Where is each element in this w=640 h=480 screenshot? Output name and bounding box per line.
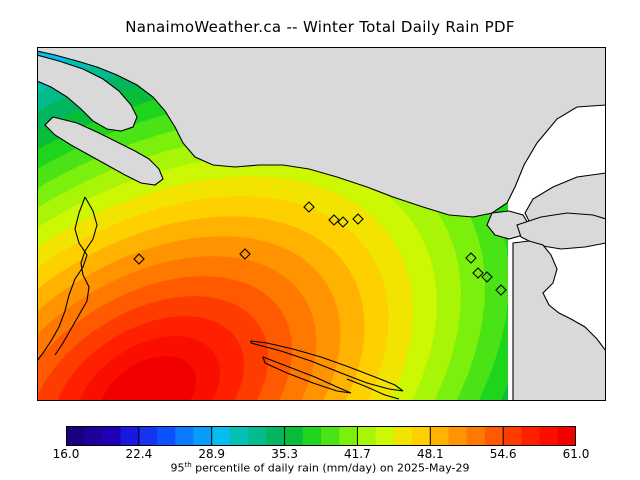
diamond-marker[interactable]: [481, 271, 493, 283]
colorbar-tick-label: 22.4: [125, 447, 153, 461]
land-south-peninsula: [512, 240, 606, 401]
colorbar-band: [84, 426, 104, 446]
colorbar-band: [357, 426, 377, 446]
colorbar-band: [484, 426, 504, 446]
colorbar-band: [229, 426, 249, 446]
coastline-detail-layer: [37, 196, 404, 400]
colorbar-band: [211, 426, 231, 446]
colorbar-band: [521, 426, 541, 446]
colorbar-band: [375, 426, 395, 446]
page-title: NanaimoWeather.ca -- Winter Total Daily …: [125, 18, 515, 36]
land-mainland-north: [37, 47, 606, 218]
diamond-marker[interactable]: [133, 253, 145, 265]
diamond-marker-shape: [303, 201, 315, 213]
colorbar-band: [302, 426, 322, 446]
colorbar[interactable]: [66, 426, 576, 446]
diamond-marker-shape: [481, 271, 493, 283]
coastline-long-island-lower: [262, 356, 352, 394]
map-frame-border: [37, 47, 606, 401]
colorbar-band: [157, 426, 176, 446]
land-layer: [37, 47, 606, 401]
colorbar-band: [321, 426, 340, 446]
contour-map: [37, 47, 606, 401]
map-svg: [37, 47, 606, 401]
diamond-marker-shape: [465, 252, 477, 264]
colorbar-band: [557, 426, 576, 446]
colorbar-band: [175, 426, 195, 446]
colorbar-bands: [66, 426, 576, 446]
diamond-marker-shape: [239, 248, 251, 260]
diamond-marker-shape: [495, 284, 507, 296]
colorbar-caption: 95th percentile of daily rain (mm/day) o…: [0, 461, 640, 475]
diamond-marker[interactable]: [239, 248, 251, 260]
colorbar-border: [66, 426, 576, 446]
diamond-marker-shape: [352, 213, 364, 225]
colorbar-band: [393, 426, 413, 446]
diamond-marker[interactable]: [465, 252, 477, 264]
colorbar-band: [284, 426, 304, 446]
diamond-marker-shape: [328, 214, 340, 226]
diamond-marker[interactable]: [328, 214, 340, 226]
colorbar-band: [539, 426, 559, 446]
colorbar-svg[interactable]: [66, 426, 576, 446]
colorbar-band: [102, 426, 122, 446]
colorbar-band: [503, 426, 522, 446]
coastline-island-tail: [346, 378, 400, 400]
coastline-west-inlet-branch: [54, 196, 98, 356]
colorbar-tick-label: 28.9: [198, 447, 226, 461]
colorbar-tick-label: 35.3: [271, 447, 298, 461]
land-island-north: [37, 54, 138, 132]
caption-rest: percentile of daily rain (mm/day) on 202…: [191, 461, 470, 475]
colorbar-tick-label: 41.7: [344, 447, 371, 461]
colorbar-band: [466, 426, 486, 446]
diamond-marker[interactable]: [337, 216, 349, 228]
colorbar-tick-label: 54.6: [489, 447, 517, 461]
land-spit-west: [44, 116, 164, 186]
colorbar-band: [193, 426, 213, 446]
colorbar-band: [248, 426, 267, 446]
diamond-marker[interactable]: [352, 213, 364, 225]
colorbar-band: [339, 426, 359, 446]
colorbar-band: [448, 426, 468, 446]
coastline-long-island: [250, 340, 404, 392]
colorbar-band: [138, 426, 158, 446]
colorbar-band: [120, 426, 140, 446]
caption-superscript: th: [184, 461, 192, 469]
caption-prefix: 95: [170, 461, 185, 475]
diamond-marker-shape: [337, 216, 349, 228]
station-marker-layer: [133, 201, 507, 296]
colorbar-tick-label: 48.1: [416, 447, 444, 461]
colorbar-band: [266, 426, 286, 446]
colorbar-band: [66, 426, 85, 446]
diamond-marker-shape: [472, 267, 484, 279]
contour-band: [102, 356, 196, 400]
diamond-marker[interactable]: [472, 267, 484, 279]
diamond-marker[interactable]: [495, 284, 507, 296]
colorbar-ticks: [138, 426, 504, 446]
colorbar-tick-label: 61.0: [562, 447, 590, 461]
diamond-marker[interactable]: [303, 201, 315, 213]
colorbar-tick-labels: 16.0 22.4 28.9 35.3 41.7 48.1 54.6 61.0: [0, 447, 640, 463]
colorbar-band: [412, 426, 431, 446]
diamond-marker-shape: [133, 253, 145, 265]
colorbar-tick-label: 16.0: [52, 447, 80, 461]
colorbar-band: [430, 426, 450, 446]
coastline-west-inlet: [37, 196, 88, 362]
